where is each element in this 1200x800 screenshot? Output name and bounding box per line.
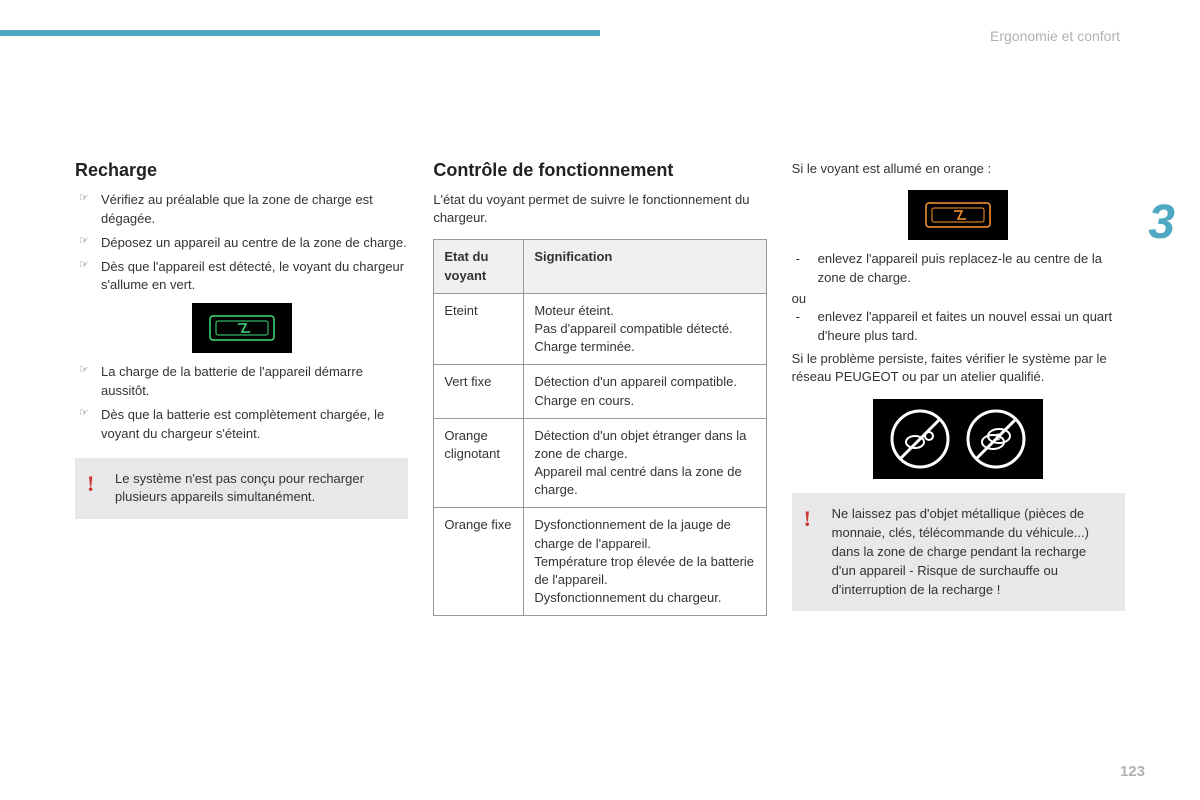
list-item: enlevez l'appareil et faites un nouvel e… xyxy=(792,308,1125,346)
followup-text: Si le problème persiste, faites vérifier… xyxy=(792,350,1125,388)
list-item: Déposez un appareil au centre de la zone… xyxy=(75,234,408,253)
orange-actions-2: enlevez l'appareil et faites un nouvel e… xyxy=(792,308,1125,346)
or-text: ou xyxy=(792,291,1125,306)
column-recharge: Recharge Vérifiez au préalable que la zo… xyxy=(75,160,408,616)
warning-icon: ! xyxy=(804,503,811,535)
recharge-steps-a: Vérifiez au préalable que la zone de cha… xyxy=(75,191,408,295)
warning-metal: ! Ne laissez pas d'objet métallique (piè… xyxy=(792,493,1125,611)
prohibition-icon: $ xyxy=(873,399,1043,479)
table-cell: Eteint xyxy=(434,293,524,365)
column-control: Contrôle de fonctionnement L'état du voy… xyxy=(433,160,766,616)
th-state: Etat du voyant xyxy=(434,240,524,293)
main-content: Recharge Vérifiez au préalable que la zo… xyxy=(75,160,1125,616)
table-cell: Orange clignotant xyxy=(434,418,524,508)
indicator-table: Etat du voyant Signification EteintMoteu… xyxy=(433,239,766,616)
warning-multi-device: ! Le système n'est pas conçu pour rechar… xyxy=(75,458,408,520)
list-item: Vérifiez au préalable que la zone de cha… xyxy=(75,191,408,229)
table-cell: Détection d'un appareil compatible.Charg… xyxy=(524,365,766,418)
table-cell: Dysfonctionnement de la jauge de charge … xyxy=(524,508,766,616)
table-cell: Moteur éteint.Pas d'appareil compatible … xyxy=(524,293,766,365)
table-row: Orange clignotantDétection d'un objet ét… xyxy=(434,418,766,508)
table-row: Orange fixeDysfonctionnement de la jauge… xyxy=(434,508,766,616)
table-cell: Orange fixe xyxy=(434,508,524,616)
warning-text: Le système n'est pas conçu pour recharge… xyxy=(115,471,364,505)
column-orange: Si le voyant est allumé en orange : enle… xyxy=(792,160,1125,616)
svg-text:$: $ xyxy=(996,432,1001,442)
control-intro: L'état du voyant permet de suivre le fon… xyxy=(433,191,766,227)
recharge-title: Recharge xyxy=(75,160,408,181)
chapter-number: 3 xyxy=(1148,195,1175,250)
th-meaning: Signification xyxy=(524,240,766,293)
list-item: enlevez l'appareil puis replacez-le au c… xyxy=(792,250,1125,288)
list-item: La charge de la batterie de l'appareil d… xyxy=(75,363,408,401)
section-header: Ergonomie et confort xyxy=(990,28,1120,44)
table-cell: Vert fixe xyxy=(434,365,524,418)
page-number: 123 xyxy=(1120,763,1145,780)
orange-intro: Si le voyant est allumé en orange : xyxy=(792,160,1125,178)
top-accent-bar xyxy=(0,30,600,36)
charger-green-icon xyxy=(192,303,292,353)
recharge-steps-b: La charge de la batterie de l'appareil d… xyxy=(75,363,408,443)
table-row: EteintMoteur éteint.Pas d'appareil compa… xyxy=(434,293,766,365)
control-title: Contrôle de fonctionnement xyxy=(433,160,766,181)
warning-icon: ! xyxy=(87,468,94,500)
table-row: Vert fixeDétection d'un appareil compati… xyxy=(434,365,766,418)
list-item: Dès que l'appareil est détecté, le voyan… xyxy=(75,258,408,296)
charger-orange-icon xyxy=(908,190,1008,240)
table-cell: Détection d'un objet étranger dans la zo… xyxy=(524,418,766,508)
warning-text: Ne laissez pas d'objet métallique (pièce… xyxy=(832,506,1089,596)
list-item: Dès que la batterie est complètement cha… xyxy=(75,406,408,444)
orange-actions: enlevez l'appareil puis replacez-le au c… xyxy=(792,250,1125,288)
